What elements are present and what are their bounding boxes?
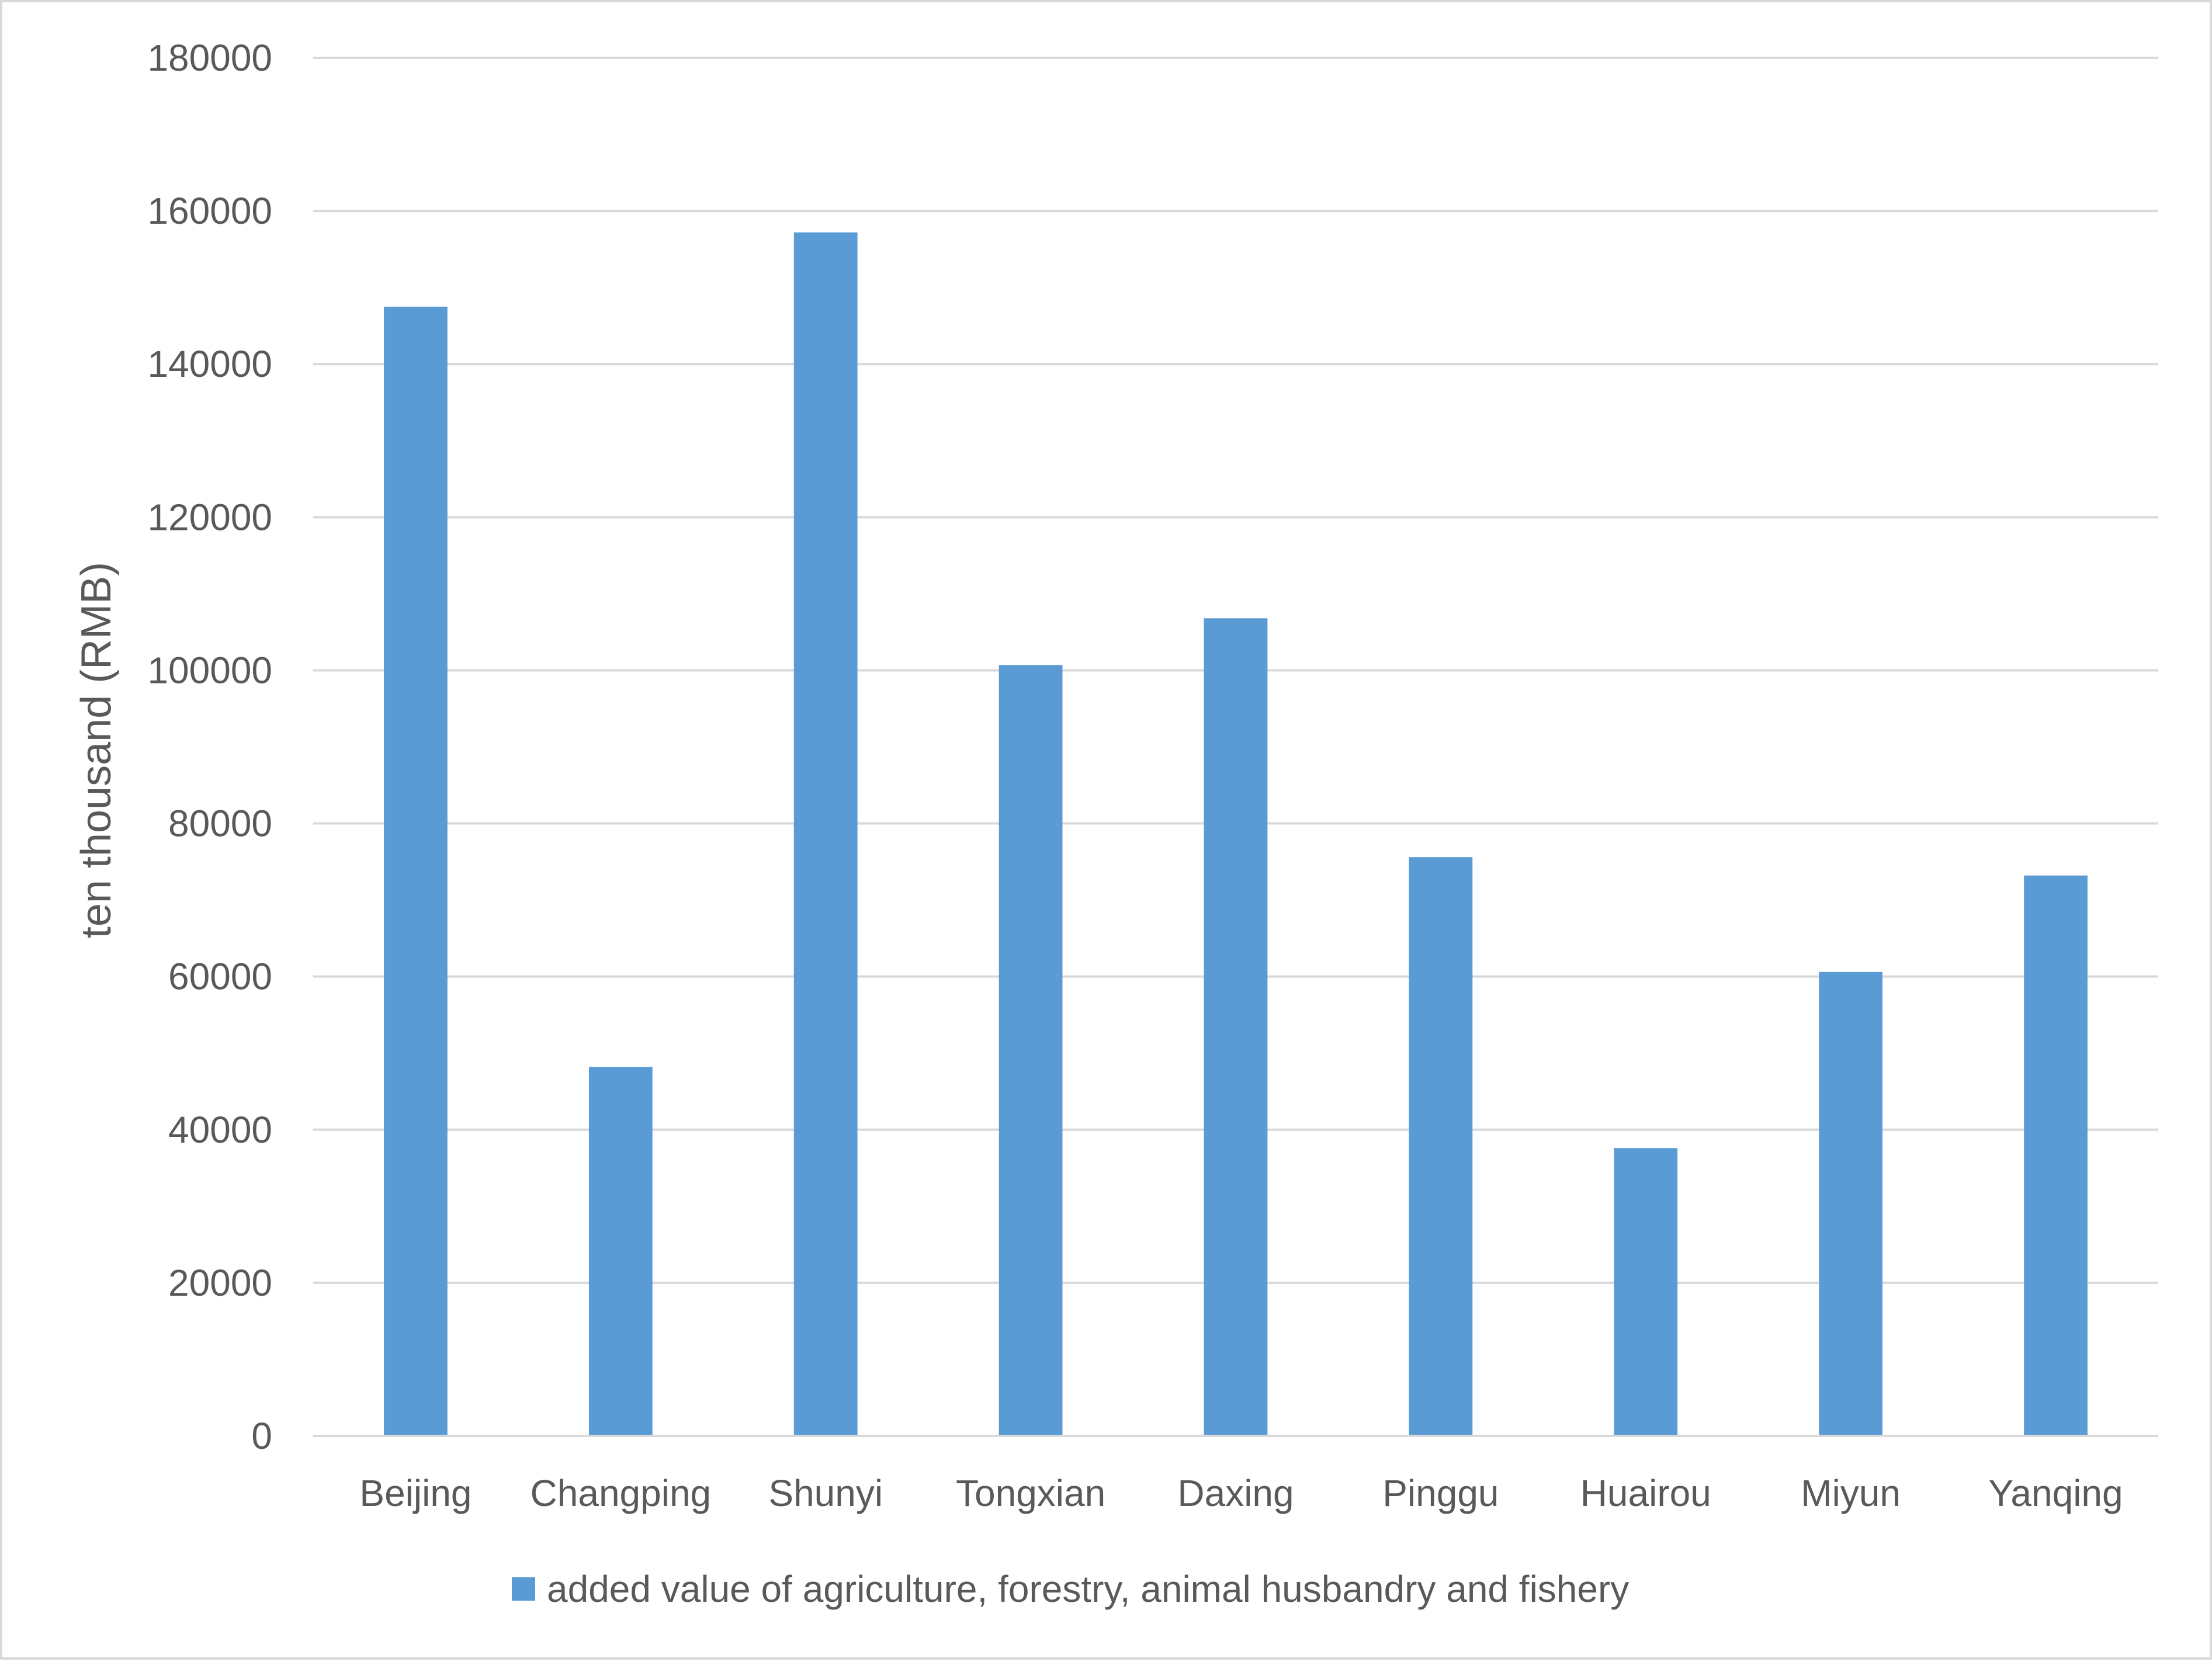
y-tick-label: 140000 xyxy=(147,343,272,385)
bar-changping xyxy=(588,1067,653,1436)
y-axis-title: ten thousand (RMB) xyxy=(73,562,120,938)
x-tick-label: Shunyi xyxy=(768,1472,883,1514)
x-tick-label: Pinggu xyxy=(1382,1472,1499,1514)
legend-label: added value of agriculture, forestry, an… xyxy=(547,1568,1629,1610)
y-tick-label: 0 xyxy=(251,1415,272,1457)
bar-pinggu xyxy=(1409,857,1473,1436)
y-tick-label: 80000 xyxy=(168,803,272,845)
x-tick-label: Yanqing xyxy=(1988,1472,2123,1514)
y-tick-label: 20000 xyxy=(168,1262,272,1304)
y-tick-label: 40000 xyxy=(168,1109,272,1151)
bar-huairou xyxy=(1614,1148,1678,1436)
legend-swatch xyxy=(512,1577,535,1601)
bar-yanqing xyxy=(2024,875,2088,1436)
y-tick-label: 60000 xyxy=(168,956,272,998)
bar-miyun xyxy=(1819,971,1883,1436)
x-tick-label: Changping xyxy=(531,1472,712,1514)
bars xyxy=(384,232,2088,1437)
x-tick-label: Miyun xyxy=(1801,1472,1901,1514)
x-tick-label: Beijing xyxy=(359,1472,471,1514)
bar-daxing xyxy=(1204,618,1268,1436)
y-tick-label: 180000 xyxy=(147,37,272,79)
bar-tongxian xyxy=(998,665,1063,1436)
y-tick-label: 100000 xyxy=(147,649,272,691)
bar-beijing xyxy=(384,306,448,1436)
legend: added value of agriculture, forestry, an… xyxy=(512,1568,1629,1610)
x-tick-label: Huairou xyxy=(1580,1472,1711,1514)
x-tick-label: Tongxian xyxy=(956,1472,1105,1514)
y-axis-ticks: 0 20000 40000 60000 80000 100000 120000 140000 1… xyxy=(147,37,272,1457)
x-axis-categories: Beijing Changping Shunyi Tongxian Daxing Ping… xyxy=(359,1472,2123,1514)
x-tick-label: Daxing xyxy=(1177,1472,1294,1514)
y-tick-label: 160000 xyxy=(147,190,272,232)
y-tick-label: 120000 xyxy=(147,496,272,538)
bar-shunyi xyxy=(793,232,858,1437)
